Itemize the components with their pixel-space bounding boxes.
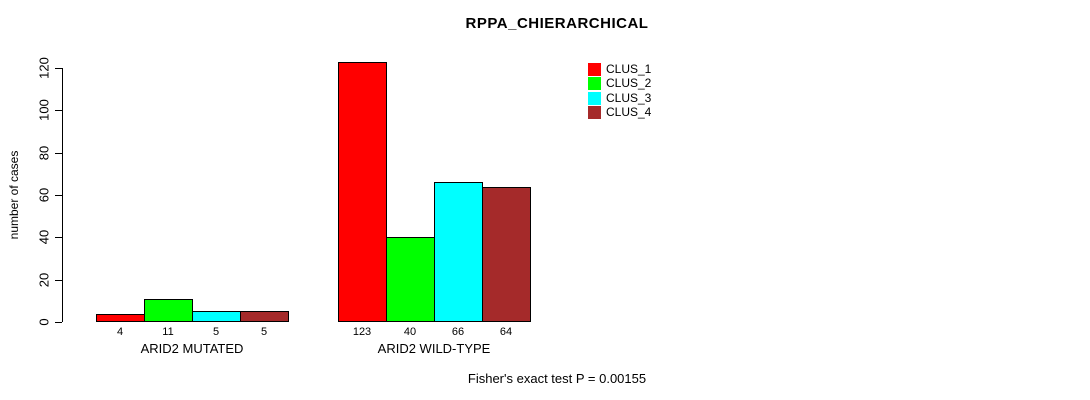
y-axis-tick: [55, 68, 62, 69]
legend-label: CLUS_1: [606, 61, 652, 76]
bar: [338, 62, 387, 322]
bar-value-label: 66: [451, 326, 465, 338]
bar-value-label: 64: [499, 326, 513, 338]
bar: [144, 299, 193, 322]
bar-value-label: 5: [260, 326, 268, 338]
bar-value-label: 40: [403, 326, 417, 338]
category-label: ARID2 WILD-TYPE: [377, 341, 491, 356]
legend-label: CLUS_2: [606, 76, 652, 91]
y-axis-tick: [55, 153, 62, 154]
chart-title: RPPA_CHIERARCHICAL: [465, 15, 649, 32]
legend-label: CLUS_4: [606, 105, 652, 120]
legend-swatch-clus_2: [588, 77, 601, 91]
y-axis-tick-label: 100: [36, 99, 52, 121]
y-axis-line: [62, 68, 63, 322]
legend-swatch-clus_4: [588, 106, 601, 120]
y-axis-title: number of cases: [7, 150, 21, 240]
y-axis-tick-label: 20: [36, 272, 52, 288]
y-axis-tick-label: 0: [36, 318, 52, 326]
legend-item: CLUS_4: [588, 106, 651, 121]
y-axis-tick-label: 120: [36, 57, 52, 79]
legend-item: CLUS_2: [588, 77, 651, 92]
legend-item: CLUS_1: [588, 62, 651, 77]
bar: [482, 187, 531, 322]
legend: CLUS_1 CLUS_2 CLUS_3 CLUS_4: [588, 62, 651, 120]
bar: [192, 311, 241, 322]
bar-value-label: 4: [116, 326, 124, 338]
bar: [240, 311, 289, 322]
y-axis-tick: [55, 280, 62, 281]
y-axis-tick: [55, 110, 62, 111]
bar-value-label: 11: [162, 326, 174, 338]
y-axis-tick-label: 80: [36, 145, 52, 161]
fisher-test-annotation: Fisher's exact test P = 0.00155: [467, 371, 647, 386]
category-label: ARID2 MUTATED: [140, 341, 244, 356]
bar: [386, 237, 435, 322]
y-axis-tick: [55, 322, 62, 323]
legend-swatch-clus_3: [588, 91, 601, 105]
legend-swatch-clus_1: [588, 62, 601, 76]
legend-label: CLUS_3: [606, 90, 652, 105]
legend-item: CLUS_3: [588, 91, 651, 106]
y-axis-tick: [55, 195, 62, 196]
bar-value-label: 5: [212, 326, 220, 338]
bar-value-label: 123: [352, 326, 372, 338]
bar: [96, 314, 145, 322]
y-axis-tick-label: 40: [36, 229, 52, 245]
bar: [434, 182, 483, 322]
y-axis-tick-label: 60: [36, 187, 52, 203]
y-axis-tick: [55, 237, 62, 238]
